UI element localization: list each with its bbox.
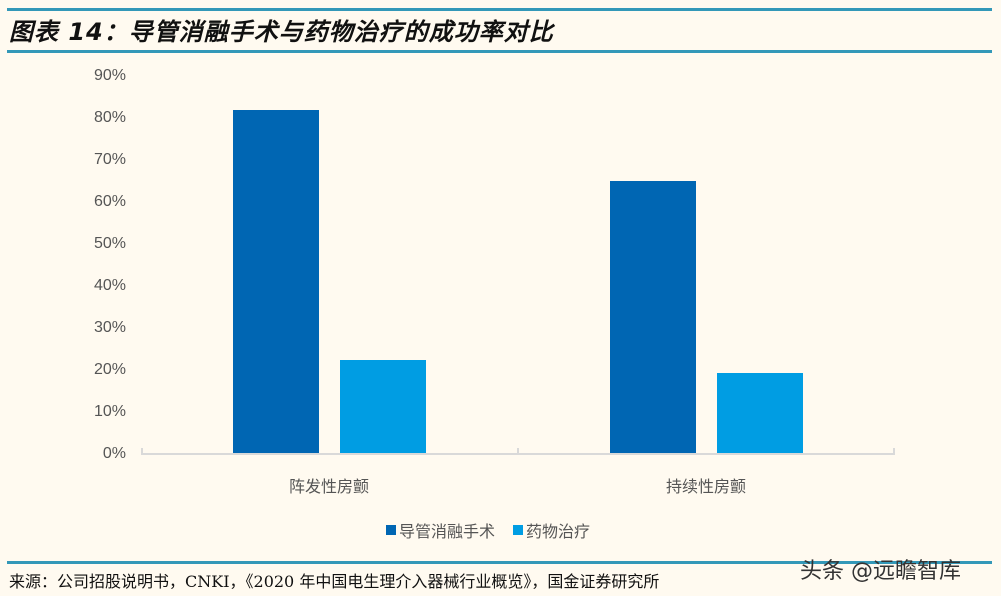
y-tick-label: 20% (93, 361, 126, 378)
chart-title: 图表 14：导管消融手术与药物治疗的成功率对比 (9, 18, 554, 46)
x-category-label: 持续性房颤 (665, 477, 746, 496)
title-bottom-rule (7, 50, 992, 53)
legend-item-catheter-ablation: 导管消融手术 (386, 518, 495, 542)
y-tick-label: 70% (93, 151, 126, 168)
bar (717, 373, 803, 454)
legend: 导管消融手术 药物治疗 (386, 518, 608, 542)
x-category-label: 阵发性房颤 (288, 477, 369, 496)
y-tick-label: 80% (93, 109, 126, 126)
legend-swatch-icon (513, 525, 524, 535)
bar (233, 109, 319, 454)
footer-rule (7, 561, 992, 564)
y-tick-label: 10% (93, 403, 126, 420)
legend-swatch-icon (386, 525, 396, 535)
x-axis-tick (517, 448, 519, 455)
bar (340, 359, 426, 454)
y-tick-label: 60% (93, 193, 126, 210)
watermark: 头条 @远瞻智库 (800, 559, 961, 584)
bar (610, 181, 696, 454)
y-tick-label: 90% (93, 67, 126, 84)
x-axis-tick (141, 448, 143, 455)
y-tick-label: 40% (93, 277, 126, 294)
legend-label: 导管消融手术 (399, 522, 496, 541)
y-tick-label: 30% (93, 319, 126, 336)
legend-item-drug-therapy: 药物治疗 (513, 518, 590, 542)
legend-label: 药物治疗 (526, 522, 591, 541)
y-tick-label: 50% (93, 235, 126, 252)
source-note: 来源：公司招股说明书，CNKI，《2020 年中国电生理介入器械行业概览》，国金… (9, 572, 660, 591)
x-axis-tick (893, 448, 895, 455)
y-tick-label: 0% (102, 445, 126, 462)
title-top-rule (7, 8, 992, 11)
